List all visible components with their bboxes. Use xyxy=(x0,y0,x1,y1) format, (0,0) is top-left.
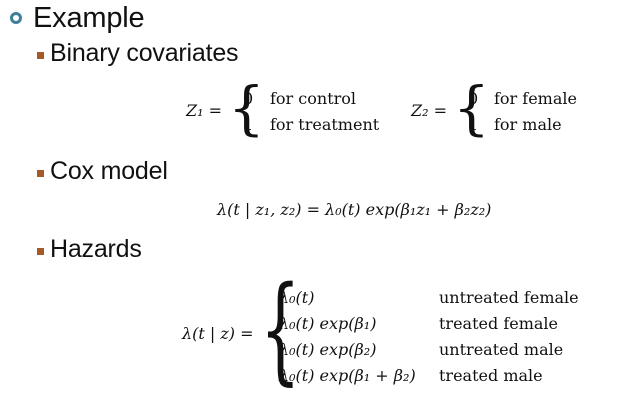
hazard-row-3-label: treated male xyxy=(439,366,543,385)
z2-lhs: Z₂ = xyxy=(411,101,448,120)
square-bullet-icon xyxy=(37,52,44,59)
z1-row-1-value: 1 xyxy=(243,115,254,134)
z1-row-0-value: 0 xyxy=(243,89,254,108)
z2-row-0-value: 0 xyxy=(468,89,479,108)
cox-formula: λ(t | z₁, z₂) = λ₀(t) exp(β₁z₁ + β₂z₂) xyxy=(217,200,492,219)
left-brace-icon: { xyxy=(453,74,490,142)
section-hazards: Hazards xyxy=(50,235,142,263)
left-brace-icon: { xyxy=(228,74,265,142)
z2-row-0-label: for female xyxy=(494,89,577,108)
hazard-row-1-label: treated female xyxy=(439,314,558,333)
ring-bullet-icon xyxy=(10,12,22,24)
hazard-row-2-expr: λ₀(t) exp(β₂) xyxy=(279,340,377,359)
left-brace-icon: { xyxy=(260,262,301,397)
binary-covariates-equation: Z₁ = { 0 for control 1 for treatment Z₂ … xyxy=(176,74,577,144)
hazards-equation: λ(t | z) = { λ₀(t) untreated female λ₀(t… xyxy=(170,272,580,392)
z2-row-1-label: for male xyxy=(494,115,562,134)
hazard-row-0-expr: λ₀(t) xyxy=(279,288,315,307)
square-bullet-icon xyxy=(37,170,44,177)
hazard-row-0-label: untreated female xyxy=(439,288,579,307)
z2-row-1-value: 1 xyxy=(468,115,479,134)
z1-row-0-label: for control xyxy=(270,89,357,108)
square-bullet-icon xyxy=(37,248,44,255)
hazards-lhs: λ(t | z) = xyxy=(182,324,254,343)
hazard-row-3-expr: λ₀(t) exp(β₁ + β₂) xyxy=(279,366,416,385)
hazard-row-1-expr: λ₀(t) exp(β₁) xyxy=(279,314,377,333)
cox-model-equation: λ(t | z₁, z₂) = λ₀(t) exp(β₁z₁ + β₂z₂) xyxy=(207,194,512,224)
slide-heading: Example xyxy=(33,2,145,34)
z1-lhs: Z₁ = xyxy=(186,101,223,120)
section-binary-covariates: Binary covariates xyxy=(50,39,239,67)
z1-row-1-label: for treatment xyxy=(270,115,380,134)
section-cox-model: Cox model xyxy=(50,157,168,185)
hazard-row-2-label: untreated male xyxy=(439,340,564,359)
